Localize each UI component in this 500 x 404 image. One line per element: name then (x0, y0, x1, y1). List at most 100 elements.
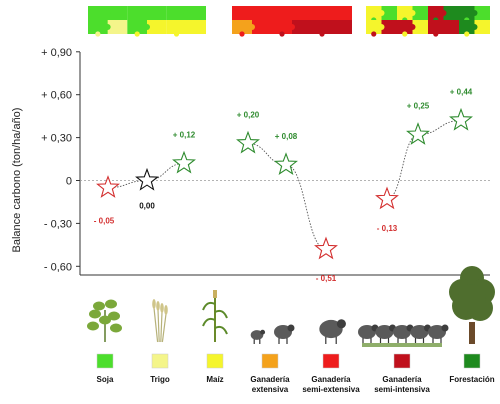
corn-plant-icon (202, 290, 228, 342)
puzzle-knob (440, 24, 447, 30)
puzzle-knob (402, 31, 408, 37)
puzzle-knob (144, 10, 150, 16)
puzzle-piece (459, 20, 475, 34)
data-label: + 0,08 (275, 132, 298, 141)
puzzle-knob (378, 24, 385, 30)
puzzle-knob (183, 24, 190, 30)
puzzle-piece (292, 20, 312, 34)
series-connector (247, 142, 327, 250)
puzzle-piece (166, 6, 187, 20)
puzzle-group-crops (88, 6, 206, 37)
puzzle-piece (107, 6, 128, 20)
puzzle-knob (173, 31, 180, 37)
puzzle-knob (134, 31, 140, 37)
tree-icon (449, 266, 495, 344)
puzzle-piece (412, 20, 428, 34)
puzzle-piece (147, 6, 167, 20)
puzzle-piece (459, 6, 475, 20)
puzzle-group-livestock (232, 6, 352, 37)
puzzle-knob (319, 31, 325, 37)
category-color-swatch (151, 353, 169, 369)
puzzle-piece (312, 20, 333, 34)
category-label: extensiva (252, 385, 289, 394)
data-series: - 0,05 0,00 + 0,12 + 0,20 + 0,08 - 0,51 - 0,13… (80, 87, 490, 283)
puzzle-knob (409, 24, 416, 30)
puzzle-knob (471, 24, 478, 30)
puzzle-knob (329, 24, 335, 30)
puzzle-piece (366, 20, 382, 34)
puzzle-knob (104, 10, 111, 16)
data-label: - 0,05 (94, 217, 115, 226)
puzzle-piece (127, 20, 148, 34)
puzzle-knob (433, 31, 439, 37)
puzzle-knob (279, 31, 285, 37)
puzzle-piece (292, 6, 312, 20)
puzzle-piece (232, 20, 253, 34)
data-label: + 0,25 (407, 102, 430, 111)
category-color-swatch (393, 353, 411, 369)
puzzle-piece (272, 20, 293, 34)
soybean-plant-icon (87, 299, 122, 342)
puzzle-knob (289, 24, 295, 30)
puzzle-knob (464, 31, 470, 37)
puzzle-knob (95, 31, 101, 37)
y-tick-label: - 0,60 (44, 261, 72, 273)
puzzle-piece (107, 20, 128, 34)
puzzle-piece (147, 20, 167, 34)
y-ticks: + 0,90 + 0,60 + 0,30 0 - 0,30 - 0,60 (41, 47, 80, 273)
puzzle-piece (443, 20, 459, 34)
puzzle-piece (428, 6, 444, 20)
puzzle-knob (183, 10, 190, 16)
y-tick-label: + 0,90 (41, 47, 72, 59)
puzzle-piece (252, 20, 272, 34)
puzzle-rows (88, 6, 490, 37)
category-color-swatch (96, 353, 114, 369)
puzzle-knob (371, 31, 377, 37)
puzzle-piece (332, 6, 352, 20)
data-label: - 0,13 (377, 224, 398, 233)
puzzle-knob (249, 24, 255, 30)
series-connector (386, 119, 462, 200)
puzzle-piece (252, 6, 272, 20)
data-point-star (274, 152, 298, 175)
category-label: Ganadería (311, 375, 351, 384)
category-label: semi-intensiva (374, 385, 430, 394)
puzzle-piece (474, 20, 490, 34)
puzzle-piece (272, 6, 293, 20)
puzzle-knob (440, 10, 447, 16)
puzzle-knob (104, 24, 111, 30)
category-label: Ganadería (382, 375, 422, 384)
category-label: Trigo (150, 375, 170, 384)
puzzle-piece (412, 6, 428, 20)
category-label: Ganadería (250, 375, 290, 384)
y-tick-label: + 0,30 (41, 133, 72, 145)
puzzle-knob (144, 24, 150, 30)
sheep-pair-icon (250, 324, 295, 344)
category-color-swatch (261, 353, 279, 369)
puzzle-piece (366, 6, 382, 20)
puzzle-piece (381, 6, 397, 20)
data-point-star (375, 186, 399, 210)
category-label: Forestación (449, 375, 494, 384)
puzzle-piece (332, 20, 352, 34)
category-strip: Soja Trigo Maíz GanaderíaextensivaGanadería… (87, 266, 495, 394)
data-label: + 0,12 (173, 130, 196, 139)
category-color-swatch (206, 353, 224, 369)
puzzle-knob (329, 10, 335, 16)
category-trigo: Trigo (150, 299, 170, 384)
puzzle-knob (378, 10, 385, 16)
wheat-plant-icon (152, 299, 168, 343)
data-point-star (135, 167, 159, 191)
sheep-group-icon (319, 319, 346, 344)
puzzle-piece (186, 6, 206, 20)
data-point-star (406, 122, 430, 145)
puzzle-piece (381, 20, 397, 34)
y-tick-label: 0 (66, 176, 72, 188)
category-color-swatch (463, 353, 481, 369)
category-maiz: Maíz (202, 290, 228, 384)
puzzle-group-forestry-mixed (366, 6, 490, 37)
data-label: + 0,20 (237, 110, 260, 119)
